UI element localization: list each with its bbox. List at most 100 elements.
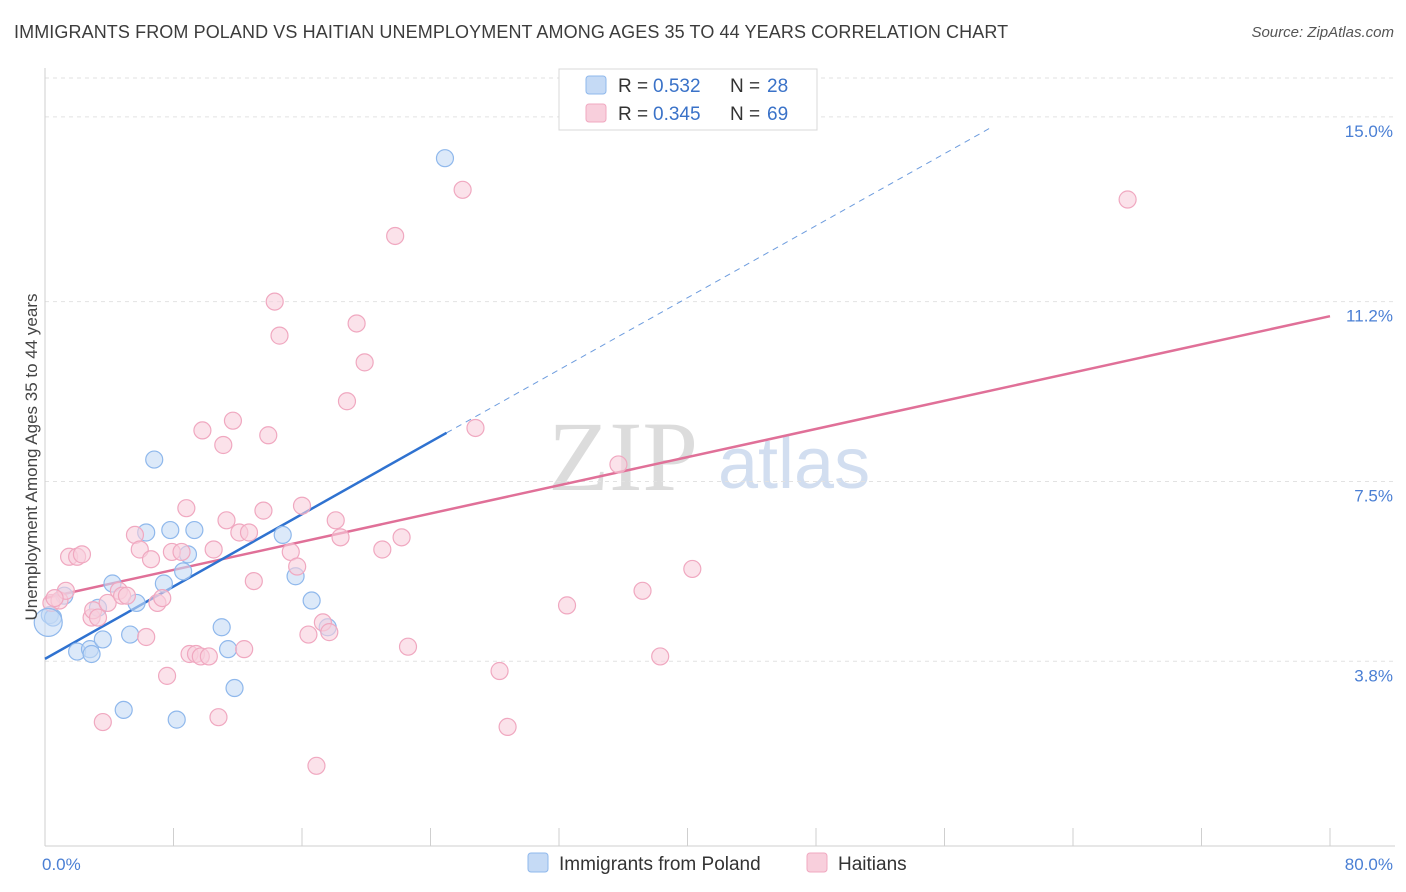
point-haitians [98, 593, 117, 613]
watermark-zip: ZIP [548, 401, 698, 512]
x-tick-label: 80.0% [1345, 855, 1393, 874]
chart-source: Source: ZipAtlas.com [1251, 24, 1394, 41]
point-haitians [398, 637, 418, 656]
point-haitians [72, 545, 92, 564]
point-haitians [386, 226, 405, 246]
point-haitians [172, 542, 191, 562]
point-poland [93, 630, 112, 649]
point-haitians [204, 540, 223, 559]
point-haitians [265, 292, 284, 311]
point-haitians [288, 557, 307, 576]
point-poland [174, 562, 193, 581]
legend-r-label-2: R = [618, 104, 648, 125]
point-poland [302, 591, 321, 610]
point-poland [145, 450, 164, 469]
point-haitians [651, 647, 670, 666]
legend-n-value-2: 69 [767, 104, 788, 125]
point-haitians [633, 581, 652, 600]
point-haitians [45, 589, 64, 608]
point-haitians [244, 571, 263, 591]
y-tick-label: 15.0% [1345, 122, 1393, 141]
legend-r-label-1: R = [618, 76, 648, 97]
point-haitians [223, 411, 243, 430]
point-haitians [490, 661, 509, 681]
point-poland-large [33, 607, 63, 638]
point-haitians [153, 589, 172, 608]
point-haitians [254, 501, 273, 520]
x-tick-label: 0.0% [42, 855, 81, 874]
point-haitians [453, 180, 472, 199]
trend-line-poland [44, 431, 448, 660]
point-poland [161, 520, 180, 540]
point-poland [273, 525, 292, 545]
data-points [33, 149, 1137, 775]
point-haitians [214, 435, 233, 455]
point-haitians [326, 511, 345, 530]
point-poland [225, 678, 244, 698]
point-haitians [217, 511, 236, 530]
point-poland [219, 640, 238, 659]
point-haitians [177, 499, 196, 518]
y-axis-label: Unemployment Among Ages 35 to 44 years [22, 294, 41, 621]
legend-r-value-1: 0.532 [653, 76, 701, 97]
legend-swatch-poland [585, 75, 607, 95]
point-haitians [307, 756, 326, 775]
chart-title: IMMIGRANTS FROM POLAND VS HAITIAN UNEMPL… [14, 22, 1009, 42]
point-haitians [117, 586, 137, 605]
point-poland [114, 700, 133, 719]
point-haitians [259, 426, 278, 445]
point-haitians [498, 717, 517, 737]
axes: 3.8% 7.5% 11.2% 15.0% 0.0% 80.0% [42, 68, 1395, 874]
point-haitians [557, 596, 577, 615]
point-haitians [320, 623, 339, 642]
point-haitians [88, 608, 108, 627]
bottom-legend-swatch-poland [527, 852, 549, 873]
point-haitians [157, 666, 177, 685]
point-haitians [355, 353, 374, 372]
point-haitians [331, 528, 350, 547]
point-haitians [270, 326, 289, 345]
trend-lines [44, 126, 1331, 660]
legend-n-value-1: 28 [767, 76, 788, 97]
point-haitians [93, 712, 112, 732]
point-haitians [235, 640, 254, 659]
watermark-atlas: atlas [718, 424, 870, 504]
point-poland [212, 618, 231, 637]
bottom-legend-swatch-haitians [806, 852, 828, 873]
y-tick-label: 11.2% [1346, 307, 1393, 326]
legend-r-value-2: 0.345 [653, 104, 701, 125]
point-haitians [239, 523, 259, 542]
series-legend: Immigrants from Poland Haitians [527, 852, 907, 875]
point-haitians [609, 455, 628, 474]
point-poland [121, 625, 140, 644]
point-haitians [292, 496, 312, 515]
point-haitians [209, 708, 228, 727]
trend-line-poland-extension [446, 126, 993, 434]
legend-n-label-1: N = [730, 76, 760, 97]
trend-line-haitians [44, 314, 1331, 600]
point-haitians [337, 392, 357, 411]
legend-swatch-haitians [585, 103, 607, 123]
legend-n-label-2: N = [730, 104, 760, 125]
point-poland [435, 149, 455, 168]
point-haitians [141, 550, 161, 569]
point-haitians [392, 528, 411, 547]
y-tick-label: 3.8% [1354, 666, 1393, 685]
point-haitians [193, 421, 212, 440]
point-haitians [683, 559, 702, 579]
point-poland [82, 644, 101, 664]
bottom-legend-label-haitians: Haitians [838, 854, 907, 875]
point-poland [167, 710, 186, 729]
point-haitians [347, 314, 366, 333]
point-haitians [299, 625, 318, 644]
bottom-legend-label-poland: Immigrants from Poland [559, 854, 761, 875]
point-haitians [373, 540, 392, 559]
y-tick-label: 7.5% [1354, 486, 1393, 505]
point-haitians [1118, 190, 1137, 209]
grid-lines [45, 77, 1395, 662]
stats-legend: R = 0.532 N = 28 R = 0.345 N = 69 [558, 68, 818, 131]
point-poland [185, 520, 204, 540]
point-haitians [137, 627, 156, 647]
point-haitians [199, 647, 218, 666]
